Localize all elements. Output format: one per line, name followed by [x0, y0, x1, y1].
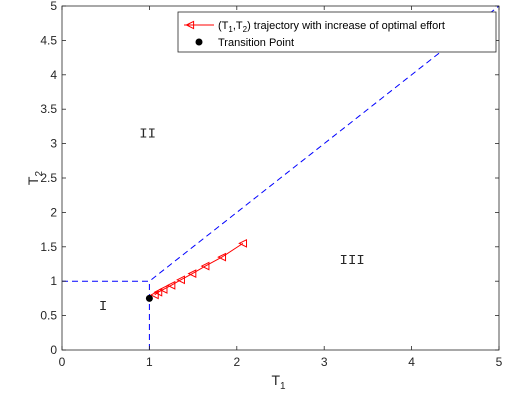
y-axis-label-sub: 2 [34, 171, 45, 177]
legend-text-sub: 1 [228, 25, 233, 34]
trajectory-line [154, 242, 244, 296]
region-boundaries [62, 6, 499, 350]
y-tick-label: 3.5 [40, 102, 57, 116]
y-tick-label: 2 [50, 205, 57, 219]
trajectory-point [176, 275, 185, 285]
legend-text-part: (T [218, 20, 229, 32]
trajectory-point [217, 252, 227, 262]
trajectory-point [187, 269, 197, 279]
legend-text-part: ,T [233, 20, 243, 32]
x-axis-label: T1 [271, 372, 286, 392]
y-tick-label: 2.5 [40, 171, 57, 185]
legend: (T1,T2) trajectory with increase of opti… [177, 11, 497, 53]
y-tick-label: 4 [50, 68, 57, 82]
x-tick-label: 3 [321, 355, 328, 369]
legend-text-sub: 2 [243, 25, 248, 34]
legend-marker-trajectory [185, 20, 195, 30]
region-label-2: II [139, 126, 156, 142]
boundary-line-1 [62, 6, 499, 282]
y-tick-label: 1 [50, 274, 57, 288]
trajectory-point [149, 290, 159, 300]
region-label-1: I [99, 299, 107, 315]
x-tick-label: 4 [408, 355, 415, 369]
legend-box [177, 11, 497, 53]
y-tick-label: 5 [50, 0, 57, 13]
trajectory-point [158, 285, 168, 294]
y-tick-label: 1.5 [40, 240, 57, 254]
legend-marker-transition [195, 38, 203, 46]
legend-text-part: ) trajectory with increase of optimal ef… [247, 20, 445, 32]
x-tick-label: 0 [59, 355, 66, 369]
x-tick-label: 2 [233, 355, 240, 369]
trajectory-point [200, 261, 210, 271]
x-tick-label: 5 [496, 355, 503, 369]
y-tick-label: 0.5 [40, 309, 57, 323]
x-tick-label: 1 [146, 355, 153, 369]
y-tick-label: 0 [50, 343, 57, 357]
legend-label-trajectory: (T1,T2) trajectory with increase of opti… [218, 20, 445, 34]
y-tick-label: 3 [50, 137, 57, 151]
transition-point [145, 294, 153, 302]
x-axis-label-sub: 1 [280, 381, 286, 392]
plot-series [145, 238, 248, 302]
y-tick-label: 4.5 [40, 33, 57, 47]
trajectory-point [166, 280, 176, 290]
trajectory-point [238, 238, 248, 248]
region-label-3: III [340, 253, 365, 269]
trajectory-point [153, 287, 163, 297]
legend-label-transition: Transition Point [218, 37, 294, 49]
